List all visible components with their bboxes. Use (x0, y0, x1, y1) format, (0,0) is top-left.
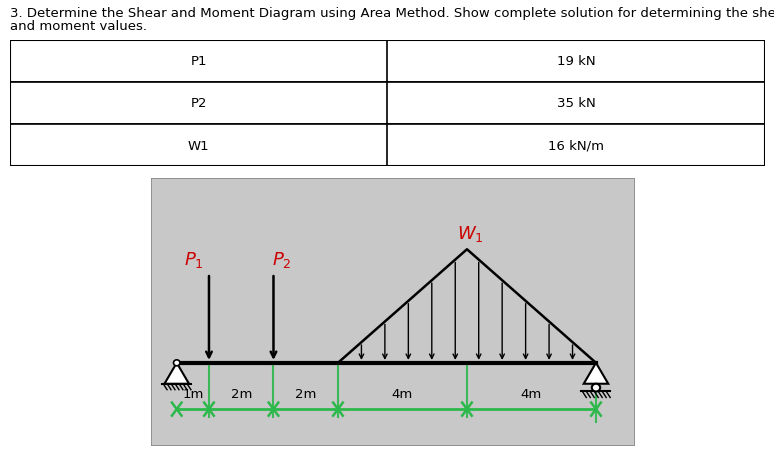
Text: 4m: 4m (392, 387, 413, 400)
Circle shape (592, 384, 600, 391)
Text: W1: W1 (188, 139, 210, 152)
Text: $P_1$: $P_1$ (184, 249, 204, 269)
Text: 1m: 1m (182, 387, 204, 400)
Text: $P_2$: $P_2$ (272, 249, 292, 269)
Bar (10, 41, 765, 83)
Text: 16 kN/m: 16 kN/m (548, 139, 604, 152)
Text: P2: P2 (190, 97, 207, 110)
Text: 35 kN: 35 kN (557, 97, 595, 110)
Circle shape (173, 360, 180, 366)
Bar (10, 125, 765, 167)
Text: P1: P1 (190, 55, 207, 68)
Polygon shape (165, 363, 189, 384)
Text: 19 kN: 19 kN (557, 55, 595, 68)
Text: 2m: 2m (231, 387, 252, 400)
Text: and moment values.: and moment values. (10, 20, 147, 33)
Bar (10, 83, 765, 125)
Text: 3. Determine the Shear and Moment Diagram using Area Method. Show complete solut: 3. Determine the Shear and Moment Diagra… (10, 7, 774, 20)
Polygon shape (584, 363, 608, 384)
Text: 4m: 4m (521, 387, 542, 400)
Text: 2m: 2m (295, 387, 317, 400)
Text: $W_1$: $W_1$ (457, 224, 484, 244)
